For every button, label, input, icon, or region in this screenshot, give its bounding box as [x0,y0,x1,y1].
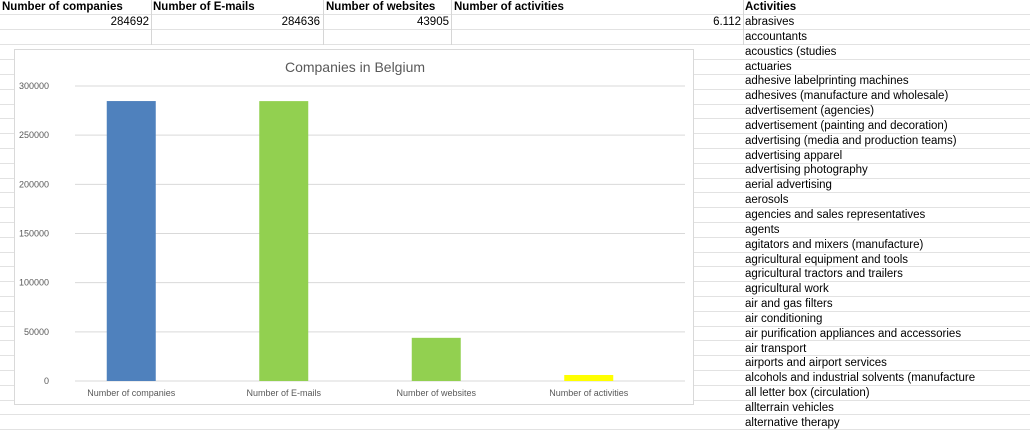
activity-cell[interactable]: agricultural equipment and tools [745,253,909,266]
y-tick-label: 300000 [19,81,49,91]
activity-cell[interactable]: airports and airport services [745,357,887,370]
activity-cell[interactable]: adhesive labelprinting machines [745,75,909,88]
value-number-of-companies[interactable]: 284692 [110,16,149,28]
activity-cell[interactable]: advertisement (agencies) [745,105,875,118]
y-tick-label: 250000 [19,130,49,140]
y-tick-label: 0 [44,376,49,386]
activity-cell[interactable]: allterrain vehicles [745,401,834,414]
activity-cell[interactable]: advertising apparel [745,149,843,162]
chart-title: Companies in Belgium [285,59,425,75]
bar-3[interactable] [564,374,614,381]
x-category-label: Number of E-mails [246,388,321,398]
value-number-of-activities[interactable]: 6.112 [713,16,741,28]
bar-1[interactable] [259,101,309,381]
activity-cell[interactable]: all letter box (circulation) [745,387,870,400]
activity-cell[interactable]: agencies and sales representatives [745,208,926,221]
activity-cell[interactable]: air transport [745,342,807,355]
activity-cell[interactable]: agitators and mixers (manufacture) [745,238,924,251]
bar-chart-svg: Companies in Belgium 0 50000 100000 150000 20… [19,59,685,398]
activity-cell[interactable]: air purification appliances and accessor… [745,327,962,340]
header-number-of-companies[interactable]: Number of companies [2,1,123,13]
activity-cell[interactable]: advertising (media and production teams) [745,134,957,147]
activities-list: abrasives accountants acoustics (studies ac… [745,15,975,431]
chart-companies-in-belgium[interactable]: Companies in Belgium 0 50000 100000 150000 20… [14,49,694,405]
activity-cell[interactable]: air and gas filters [745,298,833,311]
activity-cell[interactable]: adhesives (manufacture and wholesale) [745,90,949,103]
bar-2[interactable] [411,337,461,381]
header-number-of-activities[interactable]: Number of activities [454,1,564,13]
activity-cell[interactable]: agricultural work [745,283,829,296]
y-tick-label: 200000 [19,179,49,189]
activity-cell[interactable]: advertising photography [745,164,868,177]
bar-0[interactable] [106,101,156,382]
value-number-of-emails[interactable]: 284636 [281,16,320,28]
activity-cell[interactable]: aerosols [745,194,789,207]
activity-cell[interactable]: air conditioning [745,312,823,325]
y-tick-label: 50000 [24,327,49,337]
x-category-label: Number of companies [87,388,176,398]
activity-cell[interactable]: acoustics (studies [745,45,837,58]
x-category-label: Number of websites [396,388,476,398]
header-activities[interactable]: Activities [745,1,797,13]
header-number-of-websites[interactable]: Number of websites [326,1,436,13]
activity-cell[interactable]: actuaries [745,60,792,73]
activity-cell[interactable]: accountants [745,30,808,43]
activity-cell[interactable]: alternative therapy [745,416,840,429]
activity-cell[interactable]: agricultural tractors and trailers [745,268,903,281]
header-number-of-emails[interactable]: Number of E-mails [153,1,255,13]
activity-cell[interactable]: aerial advertising [745,179,832,192]
x-category-label: Number of activities [549,388,629,398]
value-number-of-websites[interactable]: 43905 [417,16,449,28]
y-tick-label: 100000 [19,278,49,288]
y-tick-label: 150000 [19,229,49,239]
activity-cell[interactable]: abrasives [745,16,795,28]
activity-cell[interactable]: agents [745,223,780,236]
activity-cell[interactable]: alcohols and industrial solvents (manufa… [745,372,976,385]
activity-cell[interactable]: advertisement (painting and decoration) [745,119,948,132]
